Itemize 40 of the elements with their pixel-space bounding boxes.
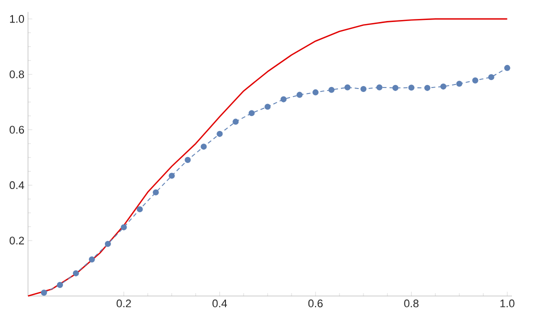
point	[392, 84, 398, 91]
point	[216, 130, 223, 137]
y-tick-label: 0.8	[10, 70, 24, 78]
point	[488, 74, 494, 80]
point	[312, 89, 319, 96]
y-tick-label: 0.4	[10, 181, 24, 190]
x-tick-label: 0.6	[308, 300, 323, 308]
point	[328, 86, 335, 93]
point	[424, 84, 430, 91]
point	[88, 256, 95, 262]
point	[456, 80, 462, 87]
x-tick-label: 0.2	[116, 300, 131, 308]
point	[184, 156, 191, 163]
point	[360, 86, 366, 92]
point	[40, 290, 47, 296]
point	[168, 172, 175, 179]
point	[72, 270, 79, 276]
point	[120, 224, 127, 230]
y-tick-label: 1.0	[10, 15, 24, 23]
y-tick-label: 0.2	[10, 236, 24, 244]
point	[136, 206, 143, 212]
y-tick-label: 0.6	[10, 126, 24, 134]
point	[376, 84, 382, 90]
point	[440, 83, 446, 90]
point	[344, 84, 351, 90]
point	[408, 84, 414, 91]
point	[296, 92, 303, 98]
point	[200, 144, 207, 150]
point	[504, 64, 510, 72]
x-tick-label: 1.0	[500, 300, 514, 308]
x-tick-label: 0.8	[404, 300, 418, 308]
point	[56, 282, 64, 288]
point	[152, 189, 159, 196]
point	[104, 240, 111, 247]
x-tick-label: 0.4	[212, 300, 227, 308]
point	[248, 110, 255, 116]
point	[232, 118, 239, 125]
point	[264, 104, 271, 110]
point	[472, 77, 478, 84]
point	[280, 96, 287, 102]
